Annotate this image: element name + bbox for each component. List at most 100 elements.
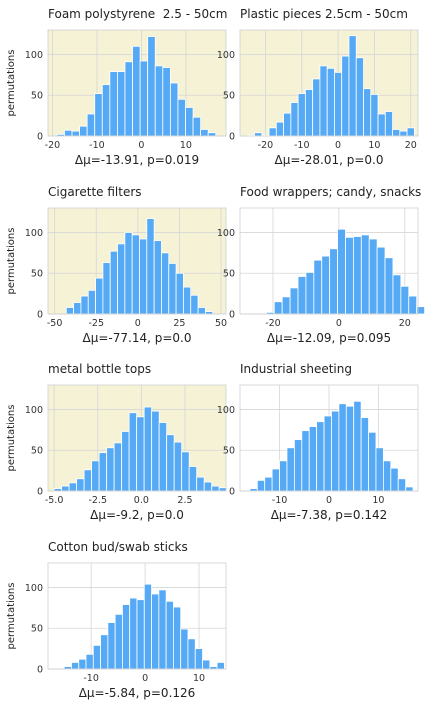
histogram-bar xyxy=(377,113,386,137)
histogram-bar xyxy=(363,88,372,137)
x-axis-label: Δμ=-7.38, p=0.142 xyxy=(271,508,388,522)
histogram-bar xyxy=(181,451,190,492)
x-tick-label: 10 xyxy=(193,673,205,684)
x-tick-label: 10 xyxy=(372,495,384,506)
histogram-bar xyxy=(85,653,94,670)
histogram-bar xyxy=(384,111,393,137)
histogram-bar xyxy=(71,662,80,670)
histogram-bar xyxy=(289,287,299,315)
histogram-bar xyxy=(109,250,118,315)
histogram-bar xyxy=(202,659,211,670)
histogram-bar xyxy=(185,107,194,137)
x-tick-label: -25 xyxy=(88,318,104,329)
x-tick-label: 0 xyxy=(326,495,332,506)
histogram-bar xyxy=(94,93,103,137)
x-tick-label: -10 xyxy=(83,673,99,684)
histogram-bar xyxy=(337,228,346,315)
histogram-bar xyxy=(128,412,138,492)
histogram-bar xyxy=(297,93,306,137)
histogram-bar xyxy=(80,295,89,315)
histogram-bar xyxy=(64,129,73,137)
panel-title: Cotton bud/swab sticks xyxy=(48,540,188,554)
histogram-bar xyxy=(416,306,425,315)
histogram-bar xyxy=(390,467,399,492)
histogram-bar xyxy=(165,600,174,670)
histogram-bar xyxy=(109,71,118,137)
plot-frame xyxy=(239,384,419,492)
x-tick-label: -10 xyxy=(89,140,105,151)
y-tick-label: 100 xyxy=(217,50,235,61)
histogram-bar xyxy=(368,431,377,492)
histogram-bar xyxy=(190,294,199,315)
y-tick-label: 100 xyxy=(25,50,43,61)
y-tick-label: 0 xyxy=(37,487,43,498)
histogram-bar xyxy=(290,102,299,137)
histogram-bar xyxy=(161,252,170,315)
histogram-bar xyxy=(136,416,145,492)
histogram-bar xyxy=(139,238,148,315)
histogram-bar xyxy=(283,112,292,137)
histogram-bar xyxy=(406,127,415,137)
histogram-bar xyxy=(175,272,184,315)
histogram-panel-1: 0 50 100 -20 -10 0 10 Foam polystyrene 2.5 - 50… xyxy=(6,7,227,167)
histogram-bar xyxy=(143,406,153,492)
histogram-bar xyxy=(106,447,115,492)
histogram-bar xyxy=(131,234,140,315)
y-tick-label: 50 xyxy=(31,446,43,457)
histogram-bar xyxy=(279,460,288,492)
histogram-bar xyxy=(162,67,171,137)
x-tick-label: 25 xyxy=(173,318,185,329)
histogram-bar xyxy=(187,638,196,670)
histogram-bar xyxy=(384,257,394,315)
panel-title: Cigarette filters xyxy=(48,185,142,199)
histogram-bar xyxy=(293,439,303,492)
histogram-bar xyxy=(177,98,186,137)
histogram-bar xyxy=(107,622,116,670)
histogram-bar xyxy=(264,476,273,492)
x-tick-label: -10 xyxy=(272,495,288,506)
histogram-bar xyxy=(76,478,85,492)
histogram-bar xyxy=(203,481,213,492)
y-tick-label: 0 xyxy=(37,132,43,143)
histogram-bar xyxy=(216,662,225,670)
y-tick-label: 100 xyxy=(25,228,43,239)
y-tick-label: 50 xyxy=(223,446,235,457)
y-tick-label: 50 xyxy=(31,624,43,635)
histogram-bar xyxy=(132,45,141,137)
histogram-bar xyxy=(256,479,266,492)
histogram-bar xyxy=(129,597,138,670)
histogram-bar xyxy=(124,61,133,137)
x-tick-label: 0 xyxy=(138,140,144,151)
histogram-bar xyxy=(73,302,82,315)
y-axis-label: permutations xyxy=(6,583,17,650)
histogram-panel-2: 0 50 100 -20 -10 0 10 20 Plastic pieces 2.5cm - … xyxy=(217,7,419,167)
histogram-bar xyxy=(78,658,87,670)
histogram-bar xyxy=(376,246,386,315)
histogram-bar xyxy=(100,634,109,670)
histogram-bar xyxy=(147,36,156,137)
histogram-bar xyxy=(194,648,203,670)
histogram-bar xyxy=(61,485,70,492)
histogram-bar xyxy=(331,410,340,492)
y-tick-label: 0 xyxy=(229,487,235,498)
histogram-panel-6: 0 50 100 -10 0 10 Industrial sheeting Δμ=-7.38,… xyxy=(217,362,419,522)
histogram-bar xyxy=(139,60,149,137)
histogram-panel-5: 0 50 100 -5.0 -2.5 0.0 2.5 metal bottle tops Δμ=… xyxy=(6,362,228,522)
y-tick-label: 100 xyxy=(25,405,43,416)
histogram-bar xyxy=(79,125,88,137)
histogram-bar xyxy=(319,65,328,137)
histogram-bar xyxy=(360,234,370,315)
y-tick-label: 100 xyxy=(217,405,235,416)
histogram-bar xyxy=(146,218,155,315)
histogram-bar xyxy=(355,57,364,137)
histogram-bar xyxy=(211,485,220,492)
x-tick-label: -10 xyxy=(294,140,310,151)
histogram-bar xyxy=(197,307,206,315)
histogram-bar xyxy=(188,466,198,492)
histogram-bar xyxy=(169,82,179,137)
x-tick-label: 20 xyxy=(399,318,411,329)
plot-frame xyxy=(239,207,419,315)
panel-title: metal bottle tops xyxy=(48,362,151,376)
histogram-bar xyxy=(71,130,80,137)
y-tick-label: 0 xyxy=(229,310,235,321)
